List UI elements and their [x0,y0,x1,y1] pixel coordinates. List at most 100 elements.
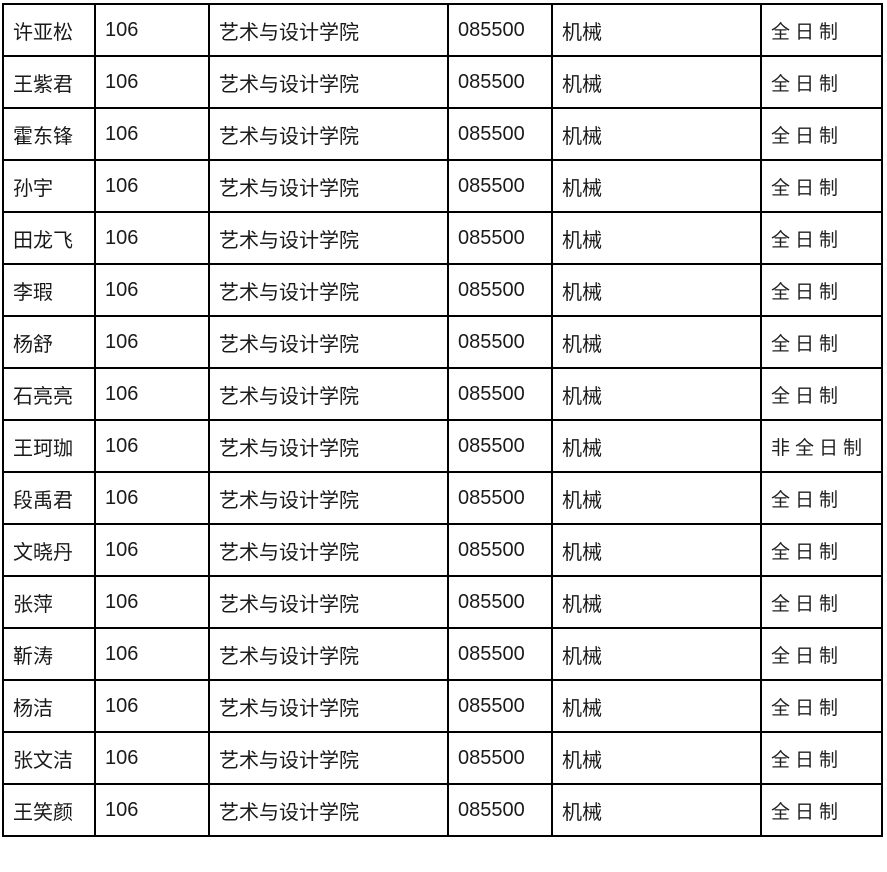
cell-major-name: 机械 [551,575,762,629]
cell-study-mode: 全日制 [760,523,883,577]
cell-college-name: 艺术与设计学院 [208,419,449,473]
table-row: 霍东锋 106 艺术与设计学院 085500 机械 全日制 [2,107,883,161]
cell-study-mode: 全日制 [760,367,883,421]
cell-study-mode: 全日制 [760,679,883,733]
cell-major-name: 机械 [551,263,762,317]
cell-major-code: 085500 [447,471,553,525]
cell-candidate-name: 张萍 [2,575,96,629]
cell-school-code: 106 [94,211,210,265]
cell-major-name: 机械 [551,731,762,785]
cell-college-name: 艺术与设计学院 [208,263,449,317]
table-row: 张文洁 106 艺术与设计学院 085500 机械 全日制 [2,731,883,785]
cell-major-code: 085500 [447,523,553,577]
cell-major-name: 机械 [551,367,762,421]
cell-candidate-name: 李瑕 [2,263,96,317]
cell-major-code: 085500 [447,783,553,837]
cell-college-name: 艺术与设计学院 [208,315,449,369]
cell-major-name: 机械 [551,211,762,265]
table-row: 王珂珈 106 艺术与设计学院 085500 机械 非全日制 [2,419,883,473]
cell-study-mode: 全日制 [760,55,883,109]
cell-study-mode: 全日制 [760,575,883,629]
cell-candidate-name: 王紫君 [2,55,96,109]
cell-college-name: 艺术与设计学院 [208,627,449,681]
cell-candidate-name: 许亚松 [2,3,96,57]
cell-major-code: 085500 [447,679,553,733]
cell-college-name: 艺术与设计学院 [208,679,449,733]
cell-college-name: 艺术与设计学院 [208,575,449,629]
cell-major-name: 机械 [551,55,762,109]
cell-study-mode: 全日制 [760,3,883,57]
cell-study-mode: 全日制 [760,627,883,681]
table-row: 文晓丹 106 艺术与设计学院 085500 机械 全日制 [2,523,883,577]
cell-college-name: 艺术与设计学院 [208,107,449,161]
table-row: 张萍 106 艺术与设计学院 085500 机械 全日制 [2,575,883,629]
cell-school-code: 106 [94,367,210,421]
table-row: 李瑕 106 艺术与设计学院 085500 机械 全日制 [2,263,883,317]
cell-study-mode: 全日制 [760,315,883,369]
cell-college-name: 艺术与设计学院 [208,471,449,525]
table-body: 许亚松 106 艺术与设计学院 085500 机械 全日制 王紫君 106 艺术与设计学院 085… [2,3,883,837]
cell-school-code: 106 [94,523,210,577]
cell-candidate-name: 杨舒 [2,315,96,369]
table-row: 孙宇 106 艺术与设计学院 085500 机械 全日制 [2,159,883,213]
cell-study-mode: 全日制 [760,211,883,265]
cell-study-mode: 全日制 [760,159,883,213]
cell-major-code: 085500 [447,575,553,629]
cell-major-code: 085500 [447,263,553,317]
cell-school-code: 106 [94,263,210,317]
cell-school-code: 106 [94,419,210,473]
cell-school-code: 106 [94,159,210,213]
cell-major-code: 085500 [447,419,553,473]
cell-major-code: 085500 [447,367,553,421]
cell-school-code: 106 [94,471,210,525]
cell-candidate-name: 石亮亮 [2,367,96,421]
table-row: 王笑颜 106 艺术与设计学院 085500 机械 全日制 [2,783,883,837]
cell-major-name: 机械 [551,783,762,837]
table-row: 杨洁 106 艺术与设计学院 085500 机械 全日制 [2,679,883,733]
cell-major-code: 085500 [447,159,553,213]
cell-school-code: 106 [94,679,210,733]
cell-school-code: 106 [94,3,210,57]
cell-college-name: 艺术与设计学院 [208,367,449,421]
cell-major-name: 机械 [551,471,762,525]
cell-major-code: 085500 [447,731,553,785]
table-row: 王紫君 106 艺术与设计学院 085500 机械 全日制 [2,55,883,109]
cell-college-name: 艺术与设计学院 [208,211,449,265]
cell-college-name: 艺术与设计学院 [208,3,449,57]
table-row: 杨舒 106 艺术与设计学院 085500 机械 全日制 [2,315,883,369]
cell-school-code: 106 [94,627,210,681]
cell-candidate-name: 霍东锋 [2,107,96,161]
cell-college-name: 艺术与设计学院 [208,783,449,837]
cell-study-mode: 全日制 [760,107,883,161]
cell-college-name: 艺术与设计学院 [208,523,449,577]
cell-major-name: 机械 [551,523,762,577]
cell-candidate-name: 张文洁 [2,731,96,785]
cell-school-code: 106 [94,731,210,785]
cell-major-code: 085500 [447,3,553,57]
cell-major-name: 机械 [551,107,762,161]
cell-major-code: 085500 [447,107,553,161]
cell-major-name: 机械 [551,679,762,733]
cell-major-name: 机械 [551,315,762,369]
cell-major-name: 机械 [551,419,762,473]
cell-candidate-name: 孙宇 [2,159,96,213]
cell-major-code: 085500 [447,627,553,681]
cell-candidate-name: 王珂珈 [2,419,96,473]
cell-candidate-name: 田龙飞 [2,211,96,265]
cell-candidate-name: 段禹君 [2,471,96,525]
cell-major-name: 机械 [551,627,762,681]
cell-college-name: 艺术与设计学院 [208,159,449,213]
table-row: 田龙飞 106 艺术与设计学院 085500 机械 全日制 [2,211,883,265]
cell-study-mode: 非全日制 [760,419,883,473]
cell-school-code: 106 [94,107,210,161]
cell-college-name: 艺术与设计学院 [208,55,449,109]
cell-candidate-name: 王笑颜 [2,783,96,837]
cell-candidate-name: 杨洁 [2,679,96,733]
cell-candidate-name: 靳涛 [2,627,96,681]
cell-major-name: 机械 [551,159,762,213]
cell-study-mode: 全日制 [760,783,883,837]
cell-school-code: 106 [94,315,210,369]
cell-study-mode: 全日制 [760,471,883,525]
table-row: 石亮亮 106 艺术与设计学院 085500 机械 全日制 [2,367,883,421]
